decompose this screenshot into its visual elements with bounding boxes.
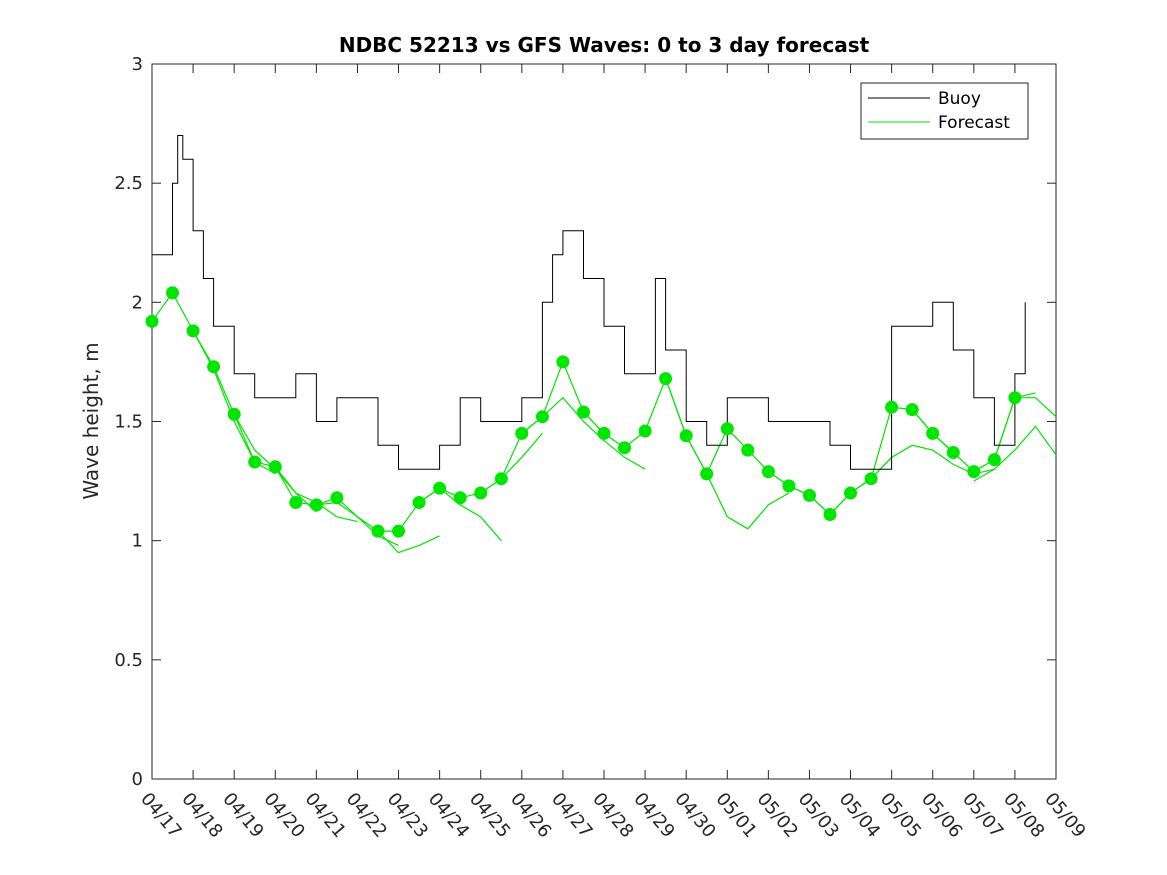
y-tick-label: 3 <box>132 54 143 75</box>
chart-title: NDBC 52213 vs GFS Waves: 0 to 3 day fore… <box>339 33 870 57</box>
forecast-marker <box>967 465 981 479</box>
buoy-series <box>152 135 1026 470</box>
y-axis-label: Wave height, m <box>79 342 103 499</box>
forecast-marker <box>741 443 755 457</box>
x-tick-label: 04/25 <box>465 789 514 842</box>
forecast-marker <box>987 453 1001 467</box>
y-tick-label: 1 <box>132 531 143 552</box>
forecast-marker <box>330 491 344 505</box>
x-tick-label: 04/22 <box>342 789 391 842</box>
forecast-marker <box>268 460 282 474</box>
forecast-marker <box>412 496 426 509</box>
x-tick-label: 05/04 <box>835 789 884 842</box>
forecast-markers <box>145 286 1022 538</box>
plot-area: 00.511.522.53 04/1704/1804/1904/2004/210… <box>114 54 1089 842</box>
forecast-marker <box>782 479 796 493</box>
forecast-marker <box>392 524 405 538</box>
forecast-marker <box>597 426 611 440</box>
forecast-marker <box>309 498 323 512</box>
forecast-marker <box>556 355 570 369</box>
forecast-marker <box>823 508 837 521</box>
forecast-marker <box>864 472 878 486</box>
forecast-marker <box>515 426 529 440</box>
x-tick-label: 04/27 <box>547 789 596 842</box>
x-tick-label: 05/03 <box>794 789 843 842</box>
y-axis: 0 0.5 1 1.5 2 2.5 3 <box>114 54 1056 790</box>
forecast-marker <box>946 446 960 459</box>
x-tick-label: 04/19 <box>218 789 267 842</box>
x-tick-label: 05/09 <box>1040 789 1089 842</box>
forecast-run-line <box>973 425 1057 482</box>
legend-label-buoy: Buoy <box>938 89 981 109</box>
forecast-marker <box>186 324 200 338</box>
forecast-marker <box>248 455 262 469</box>
y-tick-label: 1.5 <box>114 412 143 433</box>
forecast-marker <box>453 491 467 505</box>
legend-box <box>860 82 1029 140</box>
forecast-marker <box>474 486 488 500</box>
forecast-marker <box>494 472 508 486</box>
forecast-marker <box>371 524 385 538</box>
y-tick-label: 2.5 <box>114 173 143 194</box>
forecast-marker <box>761 465 775 479</box>
x-tick-label: 04/21 <box>301 789 350 842</box>
forecast-marker <box>1008 391 1022 405</box>
x-tick-label: 04/20 <box>259 789 308 842</box>
y-tick-label: 0.5 <box>114 650 143 671</box>
x-tick-label: 04/24 <box>424 789 473 842</box>
x-tick-label: 04/26 <box>506 789 555 842</box>
x-tick-label: 04/29 <box>629 789 678 842</box>
y-tick-label: 2 <box>132 292 143 313</box>
forecast-marker <box>535 410 549 424</box>
forecast-marker <box>433 481 447 495</box>
x-tick-label: 05/02 <box>753 789 802 842</box>
forecast-marker <box>803 488 816 502</box>
x-tick-label: 05/08 <box>999 789 1048 842</box>
x-tick-label: 04/28 <box>588 789 637 842</box>
x-tick-label: 04/17 <box>136 789 185 842</box>
x-tick-label: 05/01 <box>711 789 760 842</box>
legend-label-forecast: Forecast <box>938 113 1010 133</box>
forecast-marker <box>618 441 631 455</box>
forecast-marker <box>145 314 159 328</box>
forecast-marker <box>885 400 899 414</box>
forecast-marker <box>844 486 857 500</box>
legend: Buoy Forecast <box>860 82 1029 140</box>
y-tick-label: 0 <box>132 769 143 790</box>
x-tick-label: 05/05 <box>876 789 925 842</box>
forecast-marker <box>227 407 241 421</box>
forecast-marker <box>905 403 919 417</box>
forecast-marker <box>659 372 673 386</box>
x-tick-label: 04/23 <box>383 789 432 842</box>
forecast-marker <box>166 286 179 300</box>
forecast-marker <box>577 405 590 419</box>
forecast-marker <box>926 426 940 440</box>
buoy-line <box>152 135 1026 470</box>
forecast-marker <box>679 429 693 443</box>
plot-frame <box>151 63 1057 780</box>
x-tick-label: 04/18 <box>177 789 226 842</box>
forecast-marker <box>289 496 303 509</box>
forecast-marker <box>700 467 714 481</box>
forecast-marker <box>720 422 734 436</box>
x-tick-label: 04/30 <box>670 789 719 842</box>
x-tick-label: 05/06 <box>917 789 966 842</box>
forecast-marker <box>638 424 652 438</box>
forecast-marker <box>207 360 221 374</box>
x-tick-label: 05/07 <box>958 789 1007 842</box>
